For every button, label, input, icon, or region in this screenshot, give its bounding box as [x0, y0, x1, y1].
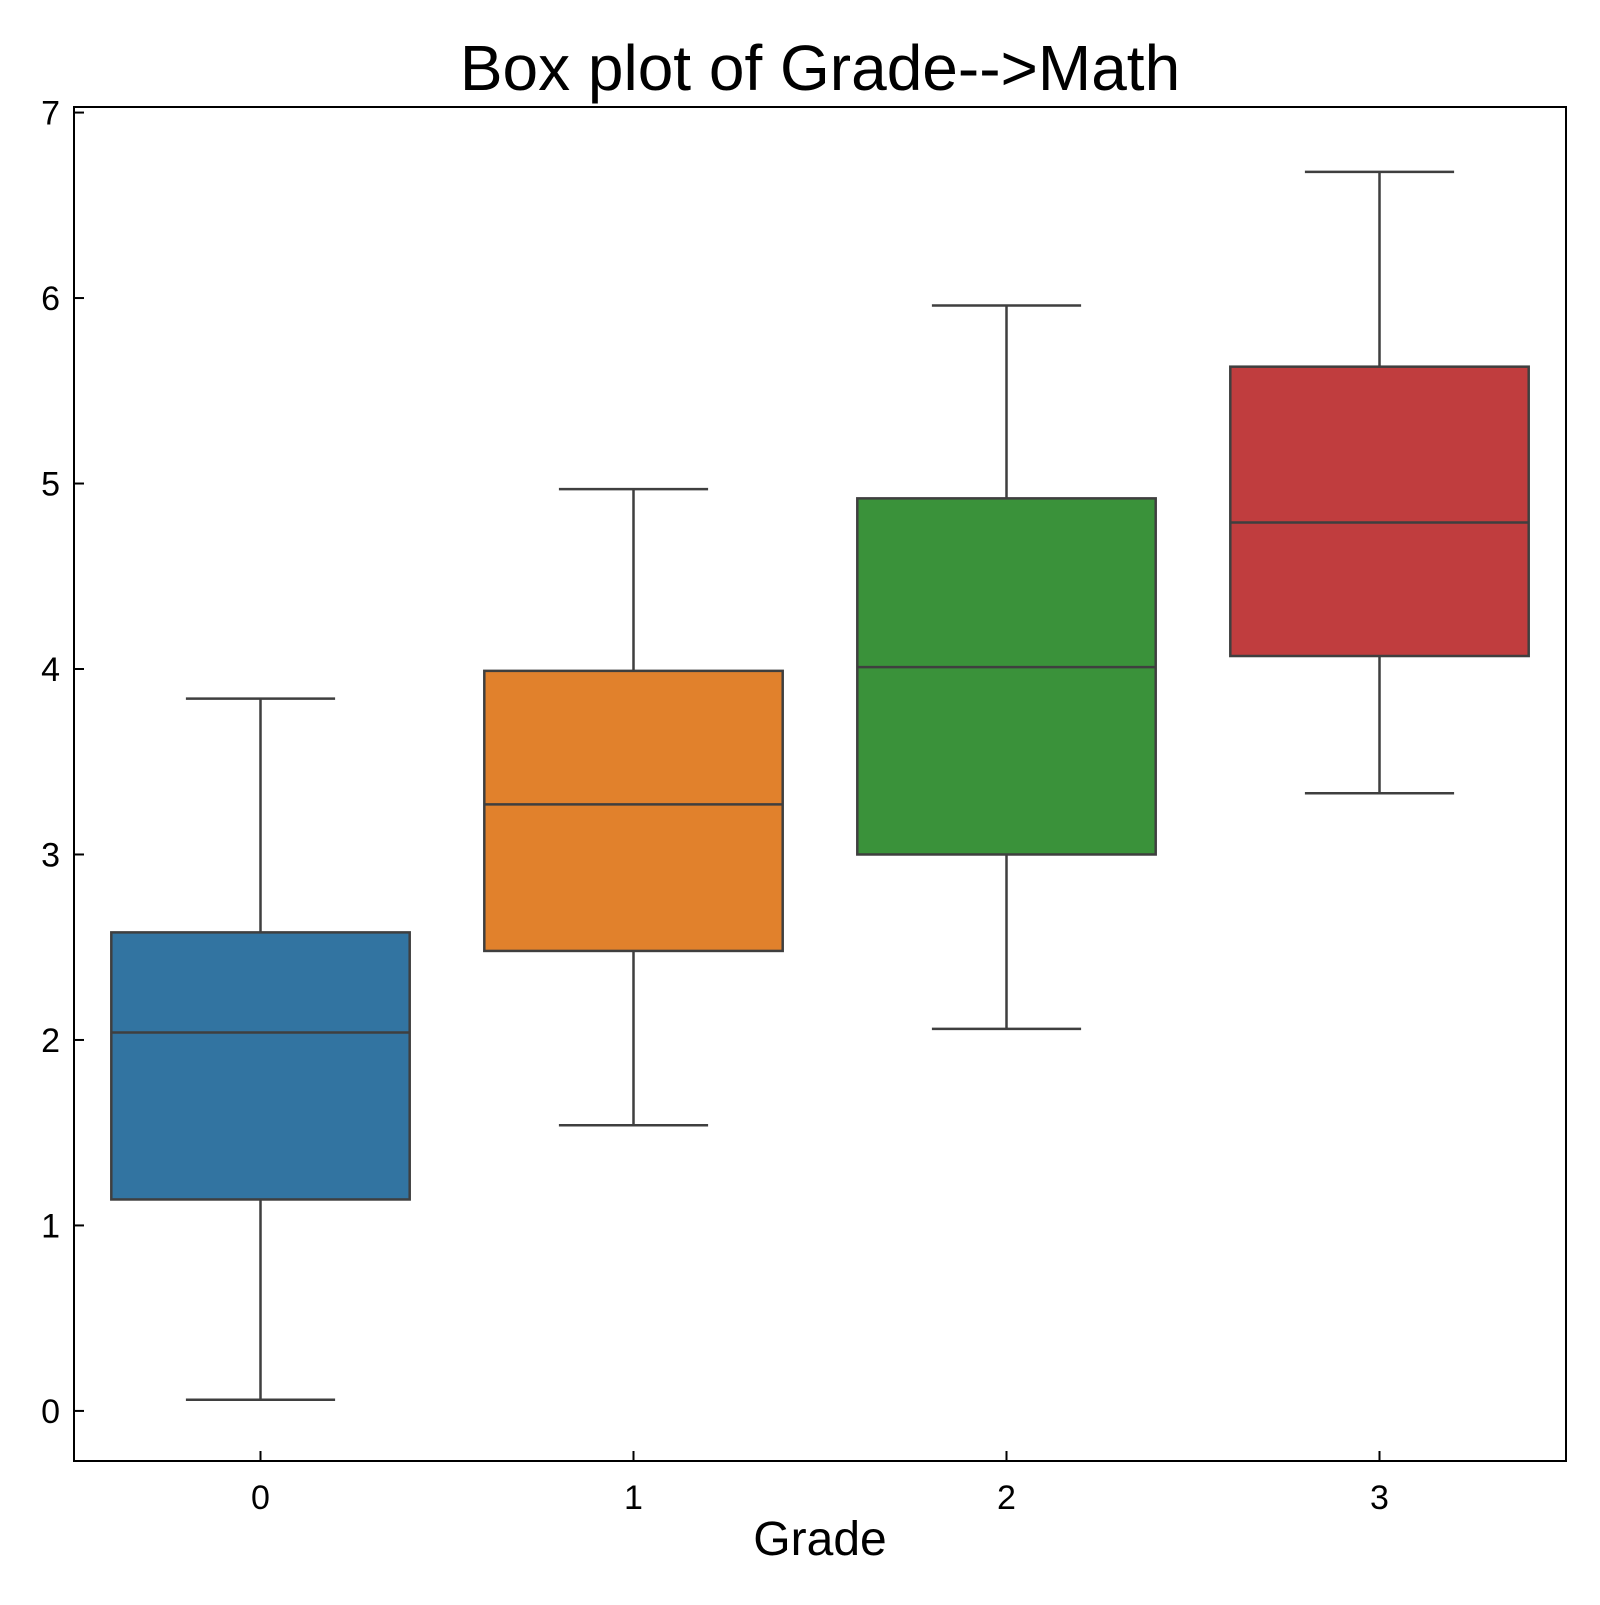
- y-tick-label: 1: [41, 1207, 60, 1245]
- x-axis-label: Grade: [753, 1513, 886, 1566]
- y-tick-label: 7: [41, 95, 60, 133]
- y-tick-label: 0: [41, 1393, 60, 1431]
- x-tick-label: 2: [997, 1479, 1016, 1517]
- x-axis: 0 1 2 3: [251, 1451, 1389, 1517]
- iqr-box: [483, 669, 784, 953]
- plot-area-frame: [73, 106, 1567, 1462]
- chart-title: Box plot of Grade-->Math: [460, 32, 1180, 104]
- iqr-box: [1229, 365, 1530, 658]
- box-grade-1: [483, 487, 784, 1127]
- box-grade-2: [856, 304, 1157, 1031]
- box-series: [110, 170, 1530, 1402]
- y-tick-label: 5: [41, 466, 60, 504]
- y-tick-label: 4: [41, 651, 60, 689]
- box-grade-3: [1229, 170, 1530, 795]
- iqr-box: [110, 931, 411, 1201]
- x-tick-label: 1: [624, 1479, 643, 1517]
- y-tick-label: 2: [41, 1022, 60, 1060]
- y-tick-label: 6: [41, 280, 60, 318]
- box-grade-0: [110, 697, 411, 1402]
- y-tick-label: 3: [41, 836, 60, 874]
- y-axis: 0 1 2 3 4 5 6 7: [41, 95, 84, 1431]
- x-tick-label: 0: [251, 1479, 270, 1517]
- x-tick-label: 3: [1370, 1479, 1389, 1517]
- iqr-box: [856, 497, 1157, 856]
